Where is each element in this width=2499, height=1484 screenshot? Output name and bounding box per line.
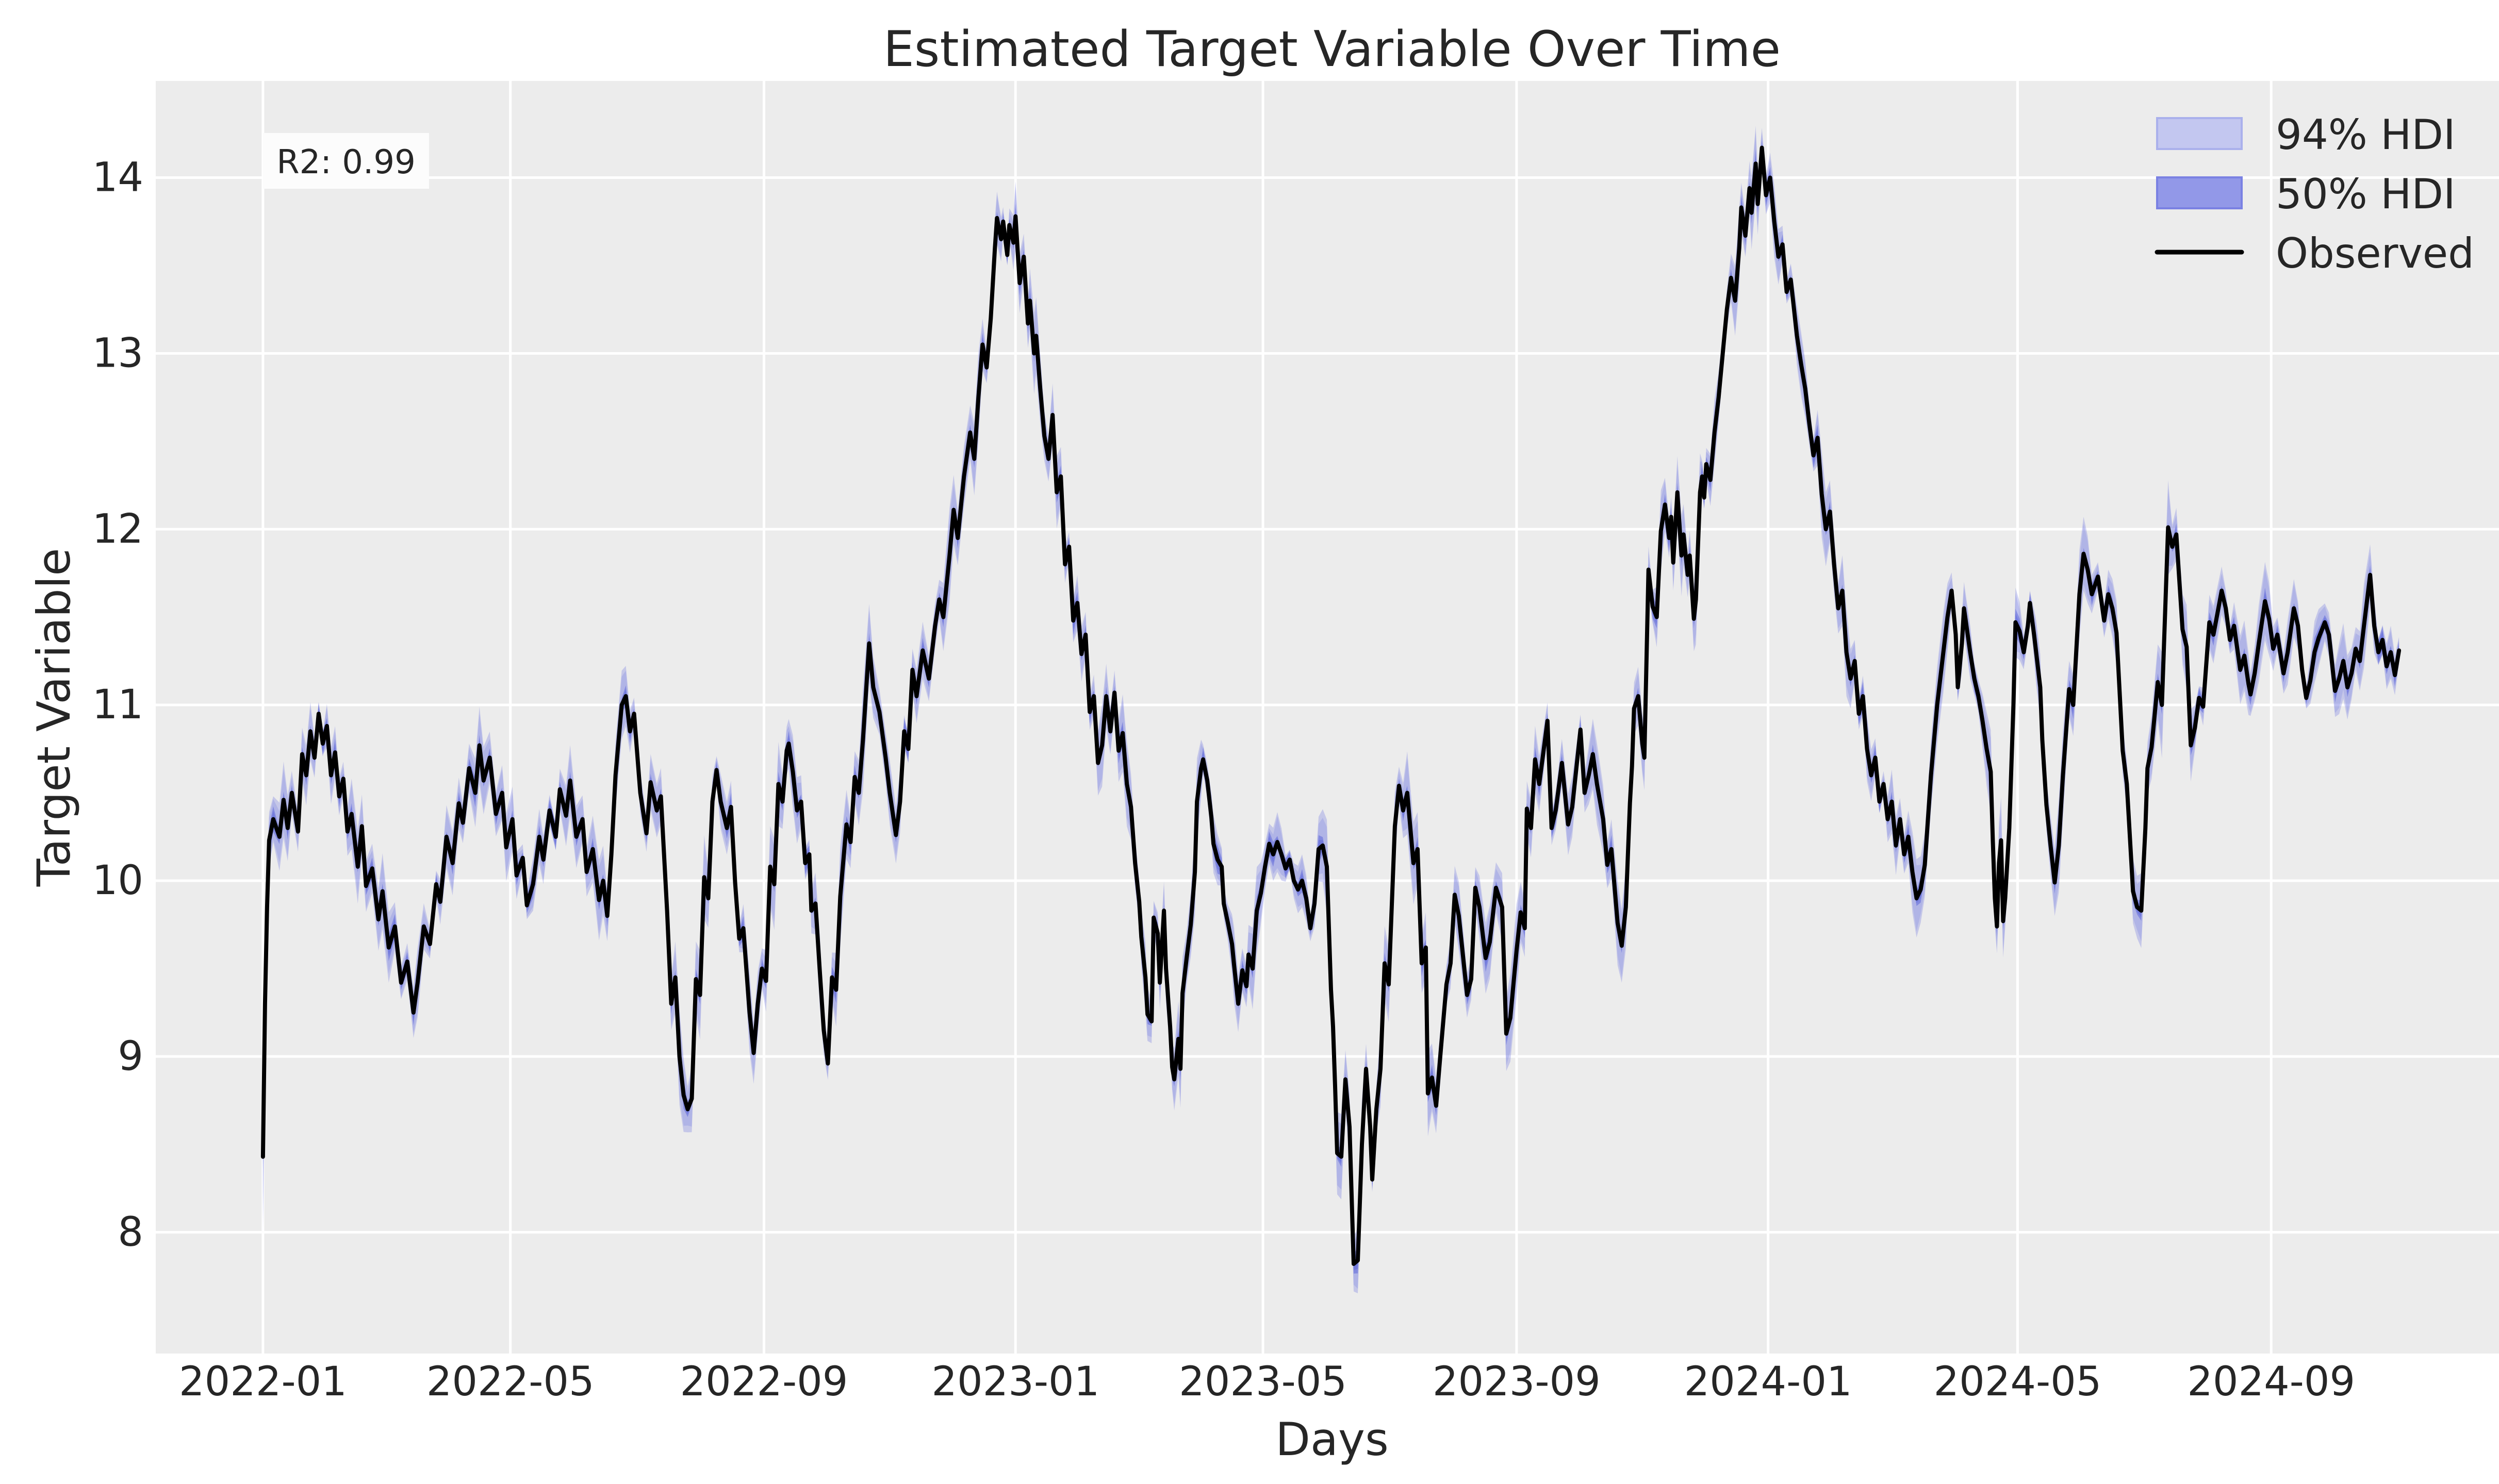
y-tick-label: 8: [118, 1209, 143, 1256]
legend-item: Observed: [2155, 229, 2474, 277]
y-tick-label: 14: [92, 154, 143, 201]
x-tick-label: 2022-05: [426, 1359, 595, 1405]
legend: 94% HDI 50% HDI Observed: [2155, 111, 2474, 277]
x-tick-labels: 2022-01 2022-05 2022-09 2023-01 2023-05 2023-…: [179, 1359, 2355, 1405]
legend-item-label: 94% HDI: [2276, 111, 2456, 159]
legend-item-label: 50% HDI: [2276, 170, 2456, 218]
r2-annotation-text: R2: 0.99: [276, 143, 416, 182]
x-tick-label: 2024-09: [2187, 1359, 2355, 1405]
gridlines: [156, 81, 2499, 1354]
x-axis-label: Days: [1275, 1413, 1389, 1466]
x-tick-label: 2024-05: [1933, 1359, 2101, 1405]
y-tick-label: 12: [92, 506, 143, 552]
y-tick-label: 9: [118, 1033, 143, 1080]
legend-94hdi-swatch: [2156, 117, 2243, 150]
legend-item: 94% HDI: [2156, 111, 2456, 159]
chart-title: Estimated Target Variable Over Time: [883, 21, 1781, 78]
r2-annotation-box: [263, 133, 429, 189]
x-tick-label: 2023-05: [1179, 1359, 1347, 1405]
observed-series-path: [260, 145, 2402, 1266]
plot-background: [156, 81, 2499, 1354]
estimated-target-chart: 2022-01 2022-05 2022-09 2023-01 2023-05 2023-…: [21, 8, 2499, 1476]
y-axis-label: Target Variable: [27, 548, 80, 887]
x-tick-label: 2024-01: [1684, 1359, 1852, 1405]
legend-item: 50% HDI: [2156, 170, 2456, 218]
y-tick-label: 13: [92, 330, 143, 376]
observed-line: [260, 145, 2402, 1266]
x-tick-label: 2022-09: [680, 1359, 848, 1405]
x-tick-label: 2023-09: [1433, 1359, 1601, 1405]
plot-area: [156, 81, 2499, 1354]
legend-50hdi-swatch: [2156, 176, 2243, 209]
x-tick-label: 2022-01: [179, 1359, 347, 1405]
estimated-target-chart-figure: 2022-01 2022-05 2022-09 2023-01 2023-05 2023-…: [21, 8, 2499, 1476]
x-tick-label: 2023-01: [931, 1359, 1099, 1405]
y-tick-label: 10: [92, 858, 143, 904]
y-tick-labels: 8 9 10 11 12 13 14: [92, 154, 143, 1255]
y-tick-label: 11: [92, 682, 143, 728]
legend-item-label: Observed: [2276, 229, 2474, 277]
r2-annotation: R2: 0.99: [263, 133, 429, 189]
